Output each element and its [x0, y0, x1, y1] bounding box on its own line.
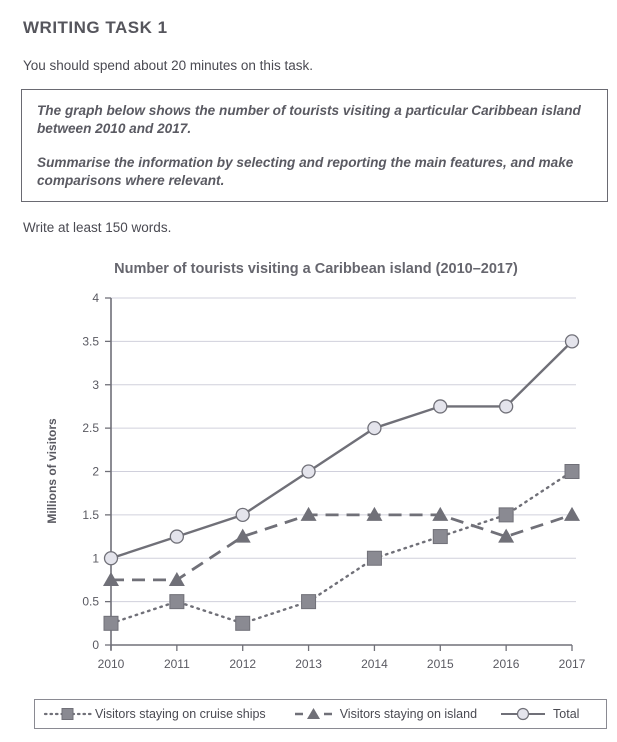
legend-label-cruise: Visitors staying on cruise ships [95, 707, 266, 721]
data-point-total [498, 399, 514, 414]
data-point-island [432, 506, 449, 521]
y-tick-label: 1 [92, 551, 99, 565]
dashed-triangle-legend-icon [294, 708, 332, 719]
x-tick-label: 2010 [98, 657, 125, 671]
x-tick-label: 2013 [295, 657, 322, 671]
data-point-island [366, 506, 383, 521]
word-count-note: Write at least 150 words. [23, 220, 172, 235]
task-prompt-box: The graph below shows the number of tour… [21, 89, 608, 202]
series-line-triangle [111, 513, 573, 582]
chart-title: Number of tourists visiting a Caribbean … [114, 261, 518, 277]
legend-label-total: Total [553, 707, 580, 721]
y-tick-label: 3.5 [82, 334, 99, 348]
y-tick-label: 4 [92, 291, 99, 305]
x-tick-label: 2016 [493, 657, 520, 671]
series-line-square [109, 470, 574, 625]
data-point-island [300, 506, 317, 521]
y-tick-label: 2.5 [82, 421, 99, 435]
data-point-total [103, 551, 119, 566]
data-point-island [234, 528, 251, 543]
y-tick-label: 1.5 [82, 508, 99, 522]
data-point-cruise [432, 529, 448, 545]
data-point-cruise [564, 464, 580, 479]
data-point-cruise [103, 615, 119, 631]
legend-item-island: Visitors staying on island [294, 707, 477, 721]
data-point-total [433, 399, 448, 414]
legend-item-cruise: Visitors staying on cruise ships [43, 707, 266, 721]
task-description: The graph below shows the number of tour… [37, 103, 581, 136]
task-heading: WRITING TASK 1 [23, 18, 168, 37]
data-point-total [169, 529, 185, 544]
solid-circle-legend-icon [501, 707, 546, 721]
legend-item-total: Total [499, 707, 579, 721]
dotted-square-legend-icon [43, 708, 95, 720]
data-point-cruise [498, 507, 514, 523]
data-point-total [367, 420, 382, 436]
data-point-cruise [366, 550, 382, 566]
time-instruction: You should spend about 20 minutes on thi… [23, 58, 313, 73]
chart-legend: Visitors staying on cruise ships Visitor… [34, 699, 607, 729]
y-tick-label: 3 [92, 378, 99, 392]
y-tick-label: 0.5 [82, 595, 99, 609]
x-tick-label: 2017 [559, 657, 586, 671]
y-axis-label: Millions of visitors [45, 418, 59, 524]
task-directive: Summarise the information by selecting a… [37, 155, 574, 188]
series-line-circle [110, 340, 573, 560]
legend-label-island: Visitors staying on island [339, 707, 478, 721]
x-tick-label: 2014 [361, 657, 388, 671]
x-tick-label: 2015 [427, 657, 454, 671]
x-tick-label: 2012 [229, 657, 256, 671]
data-point-cruise [169, 594, 185, 610]
x-tick-label: 2011 [164, 657, 190, 671]
y-tick-label: 0 [92, 638, 99, 652]
data-point-island [168, 571, 185, 586]
data-point-total [564, 334, 580, 349]
data-point-cruise [235, 615, 251, 631]
data-point-total [301, 464, 316, 479]
line-chart: Number of tourists visiting a Caribbean … [45, 261, 586, 671]
data-point-total [235, 507, 250, 523]
data-point-island [498, 528, 515, 543]
y-tick-label: 2 [92, 465, 99, 479]
data-point-cruise [301, 594, 317, 610]
data-point-island [103, 571, 119, 586]
data-point-island [564, 506, 580, 521]
